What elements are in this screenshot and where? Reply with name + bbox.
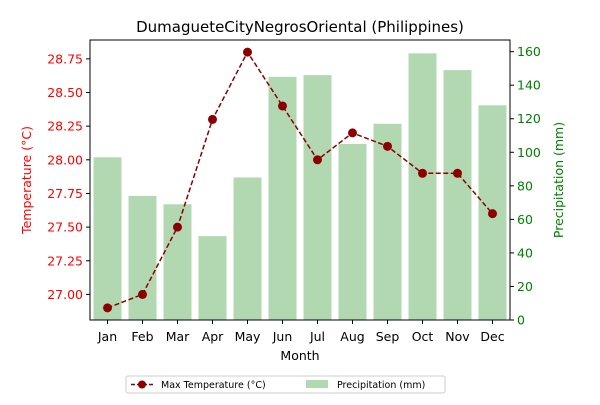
temperature-point-mar: [173, 222, 182, 232]
right-axis: 0 20 40 60 80 100 120 140 160: [510, 44, 541, 328]
precipitation-bar-oct: [408, 53, 437, 320]
left-axis-tick-label: 27.75: [47, 186, 83, 201]
left-axis-tick-label: 27.50: [47, 220, 83, 235]
temperature-point-nov: [453, 168, 462, 178]
legend: Max Temperature (°C) Precipitation (mm): [125, 375, 446, 394]
right-axis-tick-label: 140: [517, 78, 541, 93]
plot-area-frame: [89, 39, 511, 321]
precipitation-bar-may: [233, 177, 262, 320]
temperature-point-jun: [278, 101, 287, 111]
x-axis-tick-label: May: [235, 329, 261, 344]
left-axis-tick-label: 28.50: [47, 85, 83, 100]
left-axis-tick-label: 27.00: [47, 287, 83, 302]
x-axis-tick-label: Aug: [340, 329, 364, 344]
precipitation-bar-jun: [268, 76, 297, 320]
temperature-point-dec: [488, 209, 497, 219]
precipitation-bar-jan: [93, 157, 122, 320]
x-axis-tick-label: Sep: [376, 329, 400, 344]
legend-label-temperature: Max Temperature (°C): [161, 380, 266, 391]
left-axis-tick-label: 28.00: [47, 152, 83, 167]
x-axis-tick-label: Feb: [131, 329, 153, 344]
temperature-point-jul: [313, 155, 322, 165]
x-axis-tick-label: Mar: [166, 329, 190, 344]
right-axis-tick-label: 60: [517, 212, 533, 227]
left-axis-tick-label: 27.25: [47, 253, 83, 268]
right-axis-tick-label: 0: [517, 313, 525, 328]
temperature-point-aug: [348, 128, 357, 138]
right-axis-label: Precipitation (mm): [551, 122, 566, 238]
right-axis-tick-label: 160: [517, 44, 541, 59]
x-axis-tick-label: Jan: [97, 329, 117, 344]
precipitation-bar-mar: [163, 204, 192, 320]
temperature-point-apr: [208, 114, 217, 124]
precipitation-bar-aug: [338, 143, 367, 320]
x-axis-tick-label: Oct: [412, 329, 434, 344]
legend-label-precipitation: Precipitation (mm): [337, 380, 425, 391]
precipitation-bar-sep: [373, 123, 402, 321]
x-axis-tick-label: Dec: [480, 329, 504, 344]
x-axis-tick-label: Nov: [445, 329, 470, 344]
x-axis-label: Month: [280, 348, 319, 363]
precipitation-bars: [93, 53, 507, 321]
right-axis-tick-label: 20: [517, 279, 533, 294]
precipitation-bar-apr: [198, 236, 227, 320]
temperature-line: [103, 47, 497, 313]
left-axis-label: Temperature (°C): [19, 126, 34, 235]
legend-frame: [125, 375, 446, 394]
temperature-point-may: [243, 47, 252, 57]
temperature-point-feb: [138, 289, 147, 299]
temperature-point-oct: [418, 168, 427, 178]
chart-title: DumagueteCityNegrosOriental (Philippines…: [136, 18, 464, 36]
precipitation-bar-jul: [303, 75, 332, 320]
precipitation-bar-feb: [128, 195, 157, 320]
right-axis-tick-label: 120: [517, 111, 541, 126]
left-axis: 27.00 27.25 27.50 27.75 28.00 28.25 28.50 28.75: [47, 51, 90, 302]
temperature-point-jan: [103, 303, 112, 313]
x-axis: Jan Feb Mar Apr May Jun Jul Aug Sep Oct Nov Dec: [97, 320, 505, 344]
x-axis-tick-label: Apr: [202, 329, 224, 344]
right-axis-tick-label: 100: [517, 145, 541, 160]
x-axis-tick-label: Jun: [272, 329, 293, 344]
temperature-point-sep: [383, 141, 392, 151]
left-axis-tick-label: 28.25: [47, 119, 83, 134]
precipitation-bar-nov: [443, 70, 472, 320]
left-axis-tick-label: 28.75: [47, 51, 83, 66]
legend-bar-swatch: [306, 380, 328, 388]
right-axis-tick-label: 80: [517, 178, 533, 193]
right-axis-tick-label: 40: [517, 245, 533, 260]
x-axis-tick-label: Jul: [309, 329, 325, 344]
legend-marker-swatch: [138, 380, 146, 389]
temperature-line-path: [107, 50, 494, 309]
